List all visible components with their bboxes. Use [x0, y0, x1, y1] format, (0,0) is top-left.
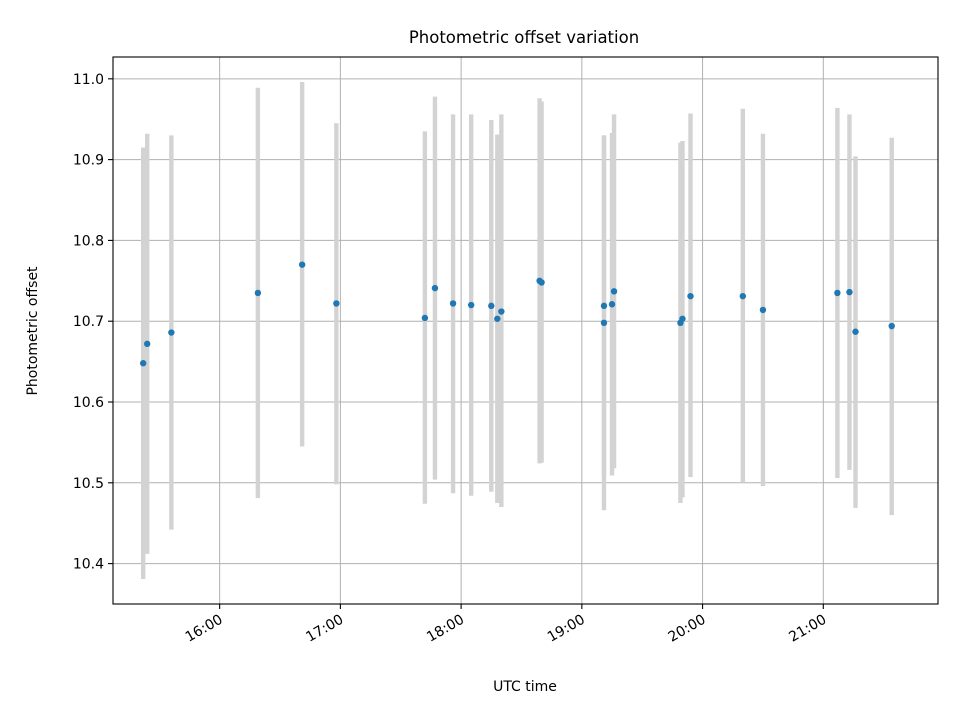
data-point [333, 300, 340, 307]
data-point [538, 279, 545, 286]
data-point [687, 292, 694, 300]
data-point [888, 322, 895, 330]
data-point [600, 302, 608, 310]
data-point [421, 314, 429, 322]
plot-frame [112, 56, 939, 605]
data-point [679, 315, 686, 322]
data-point [498, 308, 505, 315]
x-axis-label: UTC time [493, 679, 557, 695]
y-tick-label: 10.6 [73, 395, 104, 411]
x-tick-label: 17:00 [303, 612, 346, 646]
y-tick-label: 10.8 [73, 233, 104, 249]
data-point [600, 319, 608, 327]
y-tick-label: 11.0 [73, 72, 104, 88]
data-point [610, 288, 618, 295]
data-point [254, 289, 262, 297]
data-point [139, 360, 147, 367]
y-axis-label: Photometric offset [25, 266, 41, 396]
data-point [431, 284, 439, 292]
y-tick-label: 10.5 [73, 476, 104, 492]
data-point [467, 301, 475, 309]
data-point [168, 329, 175, 336]
data-point [494, 315, 501, 322]
x-tick-label: 20:00 [666, 612, 709, 646]
y-tick-label: 10.7 [73, 314, 104, 330]
x-tick-label: 18:00 [424, 612, 467, 646]
data-point [488, 302, 495, 310]
y-tick-label: 10.4 [73, 557, 104, 573]
data-point [834, 289, 841, 297]
data-point [608, 301, 616, 308]
x-tick-label: 21:00 [786, 612, 829, 646]
chart-title: Photometric offset variation [409, 28, 639, 47]
grid-layer [113, 57, 938, 604]
data-point [144, 340, 151, 348]
errorbar-layer [140, 82, 894, 579]
data-point [739, 292, 747, 300]
y-tick-label: 10.9 [73, 153, 104, 169]
x-tick-label: 19:00 [545, 612, 588, 646]
data-point [759, 306, 767, 314]
x-tick-label: 16:00 [183, 612, 226, 646]
data-point [846, 288, 853, 296]
point-layer [139, 261, 895, 367]
data-point [449, 300, 457, 307]
data-point [852, 328, 859, 335]
data-point [298, 261, 306, 268]
